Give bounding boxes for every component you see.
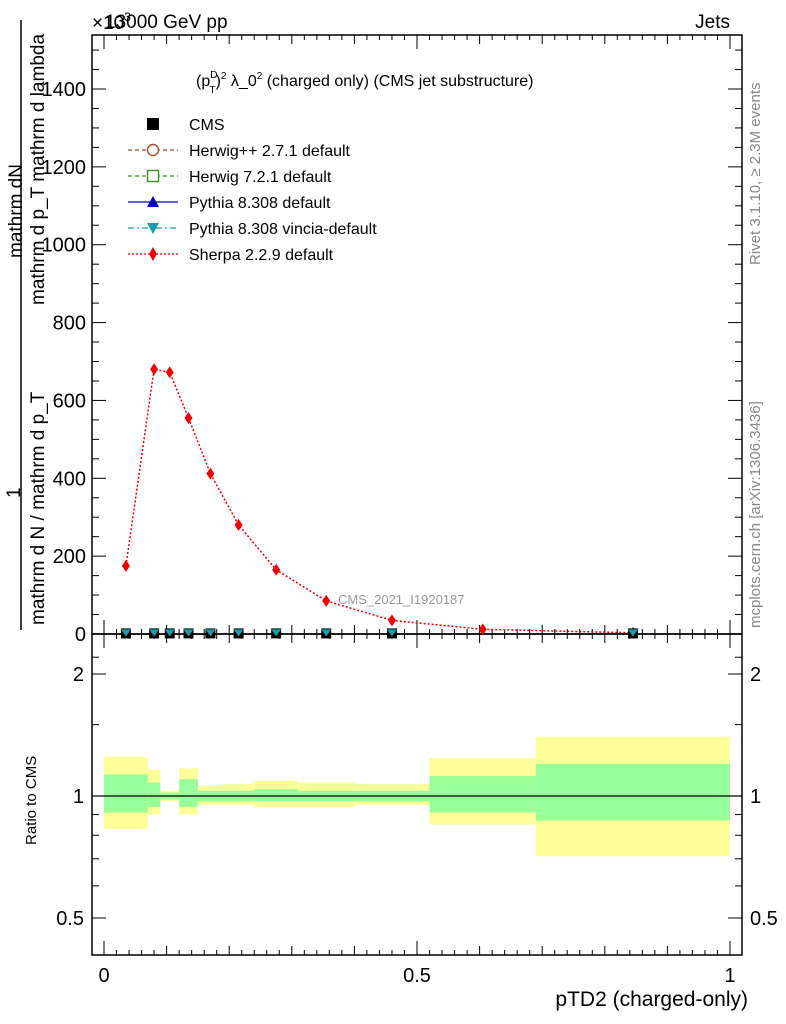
main-ytick-label-4: 800 bbox=[53, 313, 86, 335]
vincia-point-5 bbox=[233, 629, 244, 637]
ratio-ytick-label-right-0: 0.5 bbox=[750, 908, 778, 930]
main-ytick-label-3: 600 bbox=[53, 390, 86, 412]
legend-label-1: Herwig++ 2.7.1 default bbox=[189, 143, 351, 160]
vincia-point-6 bbox=[271, 629, 282, 637]
ratio-ytick-label-left-1: 1 bbox=[73, 786, 84, 808]
sherpa-point-4 bbox=[206, 467, 215, 480]
header-process: Jets bbox=[695, 12, 730, 33]
legend-label-4: Pythia 8.308 vincia-default bbox=[189, 221, 377, 238]
band-inner-0 bbox=[104, 774, 148, 813]
band-inner-6 bbox=[254, 789, 299, 802]
vincia-point-8 bbox=[386, 629, 397, 637]
legend-marker-1 bbox=[146, 143, 160, 157]
mcplots-label: mcplots.cern.ch [arXiv:1306.3436] bbox=[747, 401, 764, 628]
vincia-point-1 bbox=[149, 629, 160, 637]
ylabel-one: 1 bbox=[4, 487, 25, 498]
plot-title: (pD T)2 λ_02 (charged only) (CMS jet subs… bbox=[196, 70, 533, 96]
legend-label-0: CMS bbox=[189, 117, 225, 134]
legend-marker-0 bbox=[147, 118, 159, 130]
sherpa-point-7 bbox=[322, 594, 331, 607]
vincia-point-3 bbox=[183, 629, 194, 637]
main-ytick-label-7: 1400 bbox=[42, 79, 87, 101]
vincia-point-2 bbox=[164, 629, 175, 637]
ylabel-denominator-2: mathrm d N / mathrm d p_T bbox=[28, 391, 49, 625]
legend-marker-5 bbox=[149, 247, 157, 261]
x-axis-label: pTD2 (charged-only) bbox=[555, 988, 748, 1011]
main-ytick-label-5: 1000 bbox=[42, 235, 87, 257]
band-inner-10 bbox=[535, 763, 730, 821]
xtick-label-2: 1 bbox=[724, 965, 735, 987]
legend-label-5: Sherpa 2.2.9 default bbox=[189, 247, 334, 264]
rivet-version-label: Rivet 3.1.10, ≥ 2.3M events bbox=[747, 83, 764, 266]
main-ylabel: mathrm dN mathrm d p_T mathrm d lambda 1… bbox=[4, 20, 49, 630]
sherpa-point-0 bbox=[121, 559, 130, 572]
sherpa-point-9 bbox=[478, 623, 487, 636]
main-ytick-label-0: 0 bbox=[75, 624, 86, 646]
sherpa-point-8 bbox=[387, 614, 396, 627]
ratio-ytick-label-left-0: 0.5 bbox=[56, 908, 84, 930]
header-energy: 13000 GeV pp bbox=[105, 12, 228, 33]
ylabel-denominator: mathrm d p_T mathrm d lambda bbox=[28, 34, 49, 305]
sherpa-point-1 bbox=[150, 363, 159, 376]
band-inner-1 bbox=[147, 782, 161, 807]
ylabel-numerator: mathrm dN bbox=[6, 164, 27, 258]
main-ytick-label-6: 1200 bbox=[42, 157, 87, 179]
analysis-watermark: CMS_2021_I1920187 bbox=[338, 592, 465, 607]
ratio-ytick-label-right-2: 2 bbox=[750, 664, 761, 686]
band-inner-9 bbox=[429, 776, 536, 813]
sherpa-point-3 bbox=[184, 411, 193, 424]
ratio-ytick-label-left-2: 2 bbox=[73, 664, 84, 686]
legend-marker-4 bbox=[147, 223, 159, 234]
ratio-ytick-label-right-1: 1 bbox=[750, 786, 761, 808]
xtick-label-1: 0.5 bbox=[403, 965, 431, 987]
xtick-label-0: 0 bbox=[98, 965, 109, 987]
legend-marker-2 bbox=[146, 169, 160, 183]
axes: 0 200 400 600 800 1000 1200 1400 0 0.5 1 0.5 0.5 1 1 2 2 bbox=[42, 34, 778, 987]
legend-label-3: Pythia 8.308 default bbox=[189, 195, 331, 212]
main-ytick-label-1: 200 bbox=[53, 546, 86, 568]
sherpa-line bbox=[125, 368, 633, 634]
sherpa-point-6 bbox=[272, 563, 281, 576]
vincia-point-9 bbox=[627, 629, 638, 637]
legend: CMS Herwig++ 2.7.1 default Herwig 7.2.1 de… bbox=[128, 117, 377, 264]
main-ytick-label-2: 400 bbox=[53, 468, 86, 490]
vincia-point-4 bbox=[205, 629, 216, 637]
sherpa-point-2 bbox=[165, 366, 174, 379]
legend-marker-3 bbox=[147, 196, 159, 207]
series-layer bbox=[120, 363, 638, 639]
vincia-point-7 bbox=[321, 629, 332, 637]
vincia-point-0 bbox=[120, 629, 131, 637]
sherpa-point-5 bbox=[234, 519, 243, 531]
ratio-ylabel: Ratio to CMS bbox=[23, 756, 40, 845]
exponent-label: ×103 bbox=[92, 10, 131, 34]
ratio-bands bbox=[92, 736, 742, 857]
legend-label-2: Herwig 7.2.1 default bbox=[189, 169, 332, 186]
band-inner-3 bbox=[179, 779, 198, 807]
